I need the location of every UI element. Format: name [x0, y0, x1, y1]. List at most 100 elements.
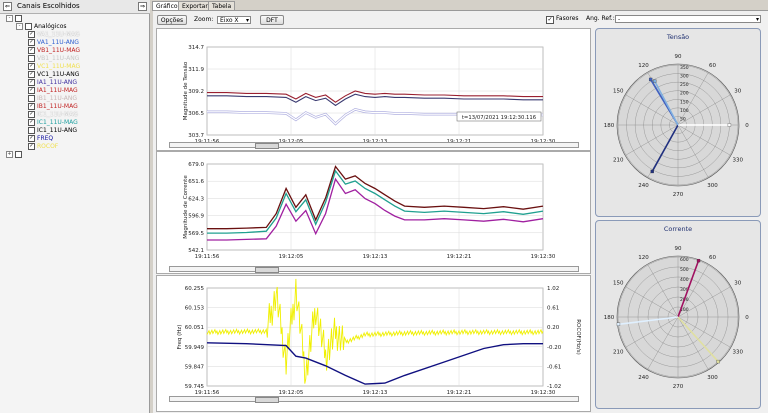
- y-tick-label: 59.745: [185, 384, 205, 390]
- y-tick-label: 303.7: [188, 133, 204, 139]
- dft-button[interactable]: DFT: [260, 15, 284, 25]
- tree-item[interactable]: ✓ VC1_11U-ANG: [28, 71, 79, 79]
- expand-node-icon[interactable]: +: [6, 151, 13, 158]
- channel-checkbox[interactable]: ✓: [28, 47, 35, 54]
- channel-checkbox[interactable]: ✓: [28, 71, 35, 78]
- polar-angle-label: 60: [709, 255, 716, 261]
- frequency-chart[interactable]: 19:11:56 19:12:05 19:12:13 19:12:21 19:12:30…: [156, 275, 591, 412]
- tooltip-box: [456, 111, 542, 122]
- current-chart[interactable]: 19:11:56 19:12:05 19:12:13 19:12:21 19:12:30…: [156, 151, 591, 274]
- tree-item[interactable]: ✓ ROCOF: [28, 143, 58, 151]
- x-tick-label: 19:11:56: [195, 390, 220, 396]
- polar-angle-label: 240: [638, 183, 649, 189]
- y-tick-label: 60.255: [185, 286, 205, 292]
- scroll-thumb[interactable]: [255, 267, 279, 273]
- channel-checkbox[interactable]: ✓: [28, 39, 35, 46]
- channel-checkbox[interactable]: ✓: [28, 135, 35, 142]
- y-right-tick-label: 0.20: [547, 325, 560, 331]
- channel-label: IC1_11U-MAG: [37, 111, 78, 118]
- y-tick-label: 309.2: [188, 89, 204, 95]
- phasor-marker: [727, 123, 732, 127]
- phasor-marker: [696, 258, 701, 263]
- y-tick-label: 624.3: [188, 196, 204, 202]
- ang-ref-select[interactable]: - ▾: [615, 15, 761, 23]
- current-chart-svg: 19:11:56 19:12:05 19:12:13 19:12:21 19:12:30…: [183, 162, 556, 260]
- channel-checkbox[interactable]: ✓: [28, 79, 35, 86]
- tree-item[interactable]: ✓ VA1_11U-MAG: [28, 31, 80, 39]
- current-scrollbar[interactable]: [169, 266, 579, 273]
- channel-checkbox[interactable]: ✓: [28, 63, 35, 70]
- polar-spoke: [677, 124, 731, 156]
- channel-label: VA1_11U-ANG: [37, 39, 79, 46]
- x-tick-label: 19:11:56: [195, 254, 220, 260]
- frequency-scrollbar[interactable]: [169, 396, 579, 403]
- tree-item[interactable]: ✓ IA1_11U-MAG: [28, 87, 78, 95]
- series-line: [207, 169, 544, 234]
- channel-checkbox[interactable]: ✓: [28, 31, 35, 38]
- scroll-thumb[interactable]: [255, 143, 279, 149]
- frequency-chart-svg: 19:11:56 19:12:05 19:12:13 19:12:21 19:12:30…: [177, 278, 581, 396]
- tab-tabela[interactable]: Tabela: [208, 1, 236, 11]
- polar-radial-label: 200: [680, 91, 689, 97]
- channel-label: VC1_11U-MAG: [37, 63, 81, 70]
- tree-item[interactable]: ✓ VA1_11U-ANG: [28, 39, 79, 47]
- phasor-vector: [651, 124, 679, 172]
- phasor-marker: [653, 79, 657, 83]
- tree-item[interactable]: ✓ IC1_11U-MAG: [28, 119, 78, 127]
- tree-item[interactable]: IB1_11U-ANG: [28, 95, 77, 103]
- tree-item[interactable]: ✓ FREQ: [28, 135, 53, 143]
- tree-item[interactable]: VB1_11U-ANG: [28, 55, 79, 63]
- x-tick-label: 19:12:05: [279, 254, 304, 260]
- collapse-node-icon[interactable]: -: [6, 15, 13, 22]
- fasores-label: Fasores: [556, 15, 579, 22]
- channel-checkbox[interactable]: [28, 55, 35, 62]
- channel-checkbox[interactable]: [15, 151, 22, 158]
- rocof-line: [206, 278, 544, 384]
- y-tick-label: 60.153: [185, 306, 205, 312]
- polar-radial-label: 100: [680, 307, 689, 313]
- series-line: [207, 165, 544, 230]
- voltage-chart[interactable]: 19:11:5619:12:0519:12:1319:12:2119:12:30…: [156, 28, 591, 151]
- polar-spoke: [677, 316, 709, 370]
- polar-radial-label: 100: [680, 108, 689, 114]
- collapse-icon[interactable]: ⇐: [3, 2, 12, 11]
- channel-label: IC1_11U-ANG: [37, 127, 78, 134]
- channel-checkbox[interactable]: ✓: [28, 87, 35, 94]
- channel-checkbox[interactable]: ✓: [28, 119, 35, 126]
- options-button[interactable]: Opções: [157, 15, 187, 25]
- channel-checkbox[interactable]: [25, 23, 32, 30]
- polar-angle-label: 330: [733, 158, 744, 164]
- voltage-y-label: Magnitude de Tensão: [183, 61, 189, 120]
- channel-checkbox[interactable]: [28, 95, 35, 102]
- tree-item[interactable]: IC1_11U-ANG: [28, 127, 77, 135]
- tree-item[interactable]: ✓ IC1_11U-MAG: [28, 111, 78, 119]
- polar-spoke: [625, 94, 679, 126]
- channel-checkbox[interactable]: [28, 127, 35, 134]
- tree-item[interactable]: - Analógicos: [16, 23, 67, 31]
- tree-item[interactable]: ✓ IB1_11U-MAG: [28, 103, 78, 111]
- tree-item[interactable]: ✓ VB1_11U-MAG: [28, 47, 80, 55]
- x-tick-label: 19:12:13: [363, 254, 388, 260]
- voltage-scrollbar[interactable]: [169, 142, 579, 149]
- zoom-select[interactable]: Eixo X ▾: [217, 16, 251, 24]
- polar-spoke: [647, 264, 679, 318]
- scroll-thumb[interactable]: [255, 397, 279, 403]
- channel-label: VC1_11U-ANG: [37, 71, 80, 78]
- expand-panel-icon[interactable]: ⇒: [138, 2, 147, 11]
- tree-item[interactable]: -: [6, 15, 24, 23]
- channel-checkbox[interactable]: ✓: [28, 111, 35, 118]
- tree-item[interactable]: ✓ IA1_11U-ANG: [28, 79, 77, 87]
- x-tick-label: 19:12:30: [531, 254, 556, 260]
- polar-angle-label: 120: [638, 63, 649, 69]
- channel-checkbox[interactable]: ✓: [28, 143, 35, 150]
- fasores-checkbox[interactable]: ✓: [546, 16, 554, 24]
- channel-checkbox[interactable]: [15, 15, 22, 22]
- channel-checkbox[interactable]: ✓: [28, 103, 35, 110]
- polar-angle-label: 60: [709, 63, 716, 69]
- x-tick-label: 19:12:21: [447, 390, 472, 396]
- tree-item[interactable]: ✓ VC1_11U-MAG: [28, 63, 80, 71]
- tree-item[interactable]: +: [6, 151, 24, 159]
- collapse-node-icon[interactable]: -: [16, 23, 23, 30]
- x-tick-label: 19:12:21: [447, 254, 472, 260]
- polar-angle-label: 90: [675, 246, 682, 252]
